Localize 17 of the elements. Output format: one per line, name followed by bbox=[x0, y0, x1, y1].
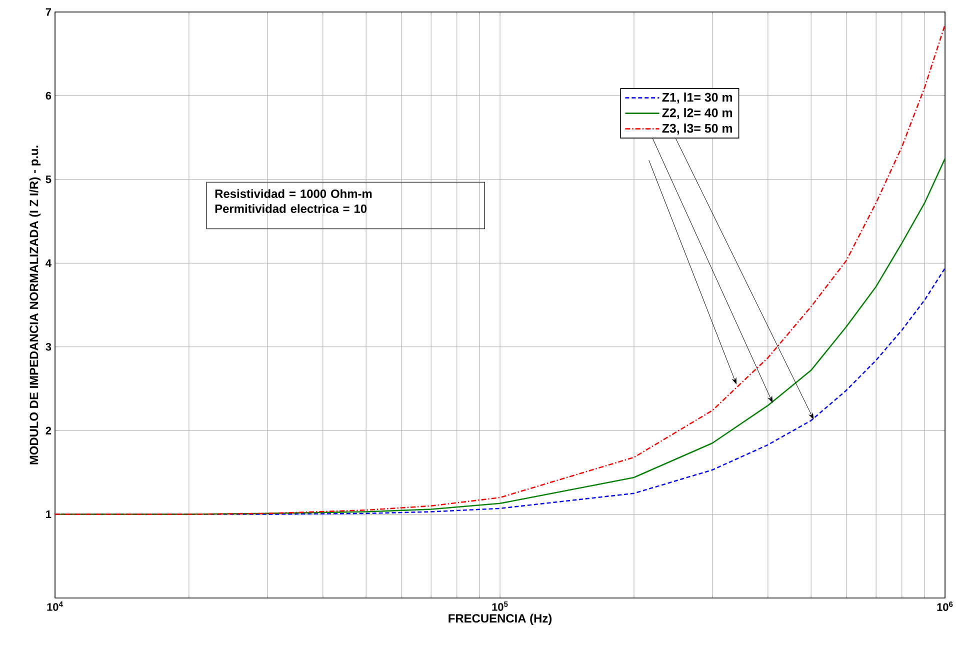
legend-label: Z1, l1= 30 m bbox=[662, 92, 732, 104]
y-tick-label: 7 bbox=[46, 8, 52, 16]
annotation: Permitividad electrica = 10 bbox=[215, 204, 367, 213]
y-tick-label: 5 bbox=[46, 176, 52, 184]
legend-label: Z3, l3= 50 m bbox=[662, 124, 732, 135]
legend-label: Z2, l2= 40 m bbox=[662, 108, 732, 120]
y-tick-label: 6 bbox=[46, 92, 52, 100]
annotation: Resistividad = 1000 Ohm-m bbox=[215, 189, 372, 198]
x-axis-title: FRECUENCIA (Hz) bbox=[448, 614, 552, 625]
y-tick-label: 2 bbox=[46, 426, 52, 434]
y-tick-label: 3 bbox=[46, 342, 52, 351]
y-tick-label: 1 bbox=[46, 510, 52, 518]
x-tick-label: 10$^{4}$ bbox=[47, 602, 63, 611]
y-axis-title: MODULO DE IMPEDANCIA NORMALIZADA (I Z I/R) - p.u. bbox=[29, 146, 41, 464]
x-tick-label: 10$^{6}$ bbox=[937, 602, 953, 611]
y-tick-label: 4 bbox=[46, 259, 52, 267]
x-tick-label: 10$^{5}$ bbox=[492, 602, 508, 611]
